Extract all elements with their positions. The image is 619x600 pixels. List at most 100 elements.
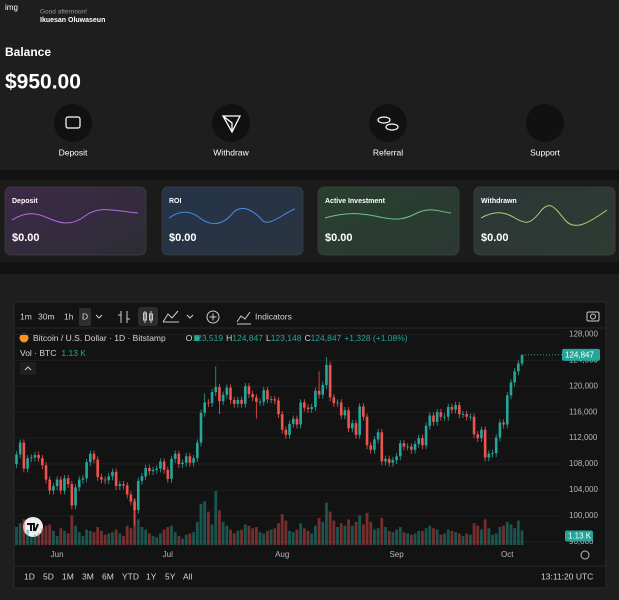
action-icon[interactable] bbox=[369, 104, 407, 142]
volume-bar bbox=[513, 528, 517, 545]
volume-bar bbox=[350, 525, 354, 545]
volume-bar bbox=[520, 530, 524, 545]
area-icon[interactable] bbox=[162, 310, 179, 323]
candle-body bbox=[428, 415, 432, 426]
bar-style-icon[interactable] bbox=[118, 311, 130, 323]
candle-body bbox=[406, 446, 409, 448]
volume-bar bbox=[232, 533, 236, 545]
interval[interactable]: 1m bbox=[20, 311, 32, 321]
settings-icon[interactable] bbox=[580, 550, 590, 560]
compare-icon bbox=[209, 313, 217, 321]
candle-body bbox=[144, 467, 147, 477]
range-button[interactable]: All bbox=[183, 571, 193, 581]
candle-body bbox=[314, 390, 317, 408]
candle-body bbox=[199, 412, 203, 443]
card-wave bbox=[168, 208, 296, 224]
candle-body bbox=[306, 407, 310, 409]
stat-card[interactable]: ROI $0.00 bbox=[161, 186, 304, 256]
greeting: Good afternoon! bbox=[40, 9, 87, 16]
volume-bar bbox=[288, 530, 291, 545]
volume-bar bbox=[384, 527, 387, 545]
volume-bar bbox=[151, 536, 155, 545]
volume-bar bbox=[380, 518, 384, 545]
action-withdraw[interactable]: Withdraw bbox=[212, 104, 250, 157]
volume-bar bbox=[325, 502, 328, 545]
range-button[interactable]: 5Y bbox=[165, 571, 176, 581]
interval[interactable]: 1h bbox=[64, 311, 74, 321]
action-label[interactable]: Referral bbox=[373, 147, 403, 157]
action-label[interactable]: Withdraw bbox=[213, 147, 249, 157]
candle-body bbox=[413, 443, 417, 450]
candle-body bbox=[70, 484, 74, 506]
candle-body bbox=[421, 438, 424, 446]
volume-bar bbox=[483, 519, 487, 545]
action-referral[interactable]: Referral bbox=[369, 104, 407, 157]
candle-body bbox=[284, 429, 288, 435]
interval-active[interactable] bbox=[79, 308, 91, 326]
stat-card[interactable]: Withdrawn $0.00 bbox=[473, 186, 616, 256]
candle-body bbox=[22, 442, 26, 469]
compare-icon[interactable] bbox=[206, 310, 220, 324]
snapshot-icon[interactable] bbox=[586, 311, 600, 322]
candle-body bbox=[196, 442, 199, 459]
range-button[interactable]: 3M bbox=[82, 571, 94, 581]
volume-bar bbox=[424, 528, 428, 545]
candle-body bbox=[188, 456, 192, 463]
card-wave bbox=[480, 205, 608, 226]
volume-bar bbox=[144, 529, 148, 545]
logo-mark bbox=[27, 523, 39, 532]
range-button[interactable]: 1M bbox=[62, 571, 74, 581]
candle-body bbox=[362, 406, 365, 417]
chevron[interactable] bbox=[95, 314, 103, 319]
volume-bar bbox=[332, 520, 336, 545]
ohlc-value: 123,148 bbox=[271, 333, 302, 343]
stat-card[interactable]: Deposit $0.00 bbox=[4, 186, 147, 256]
volume-bar bbox=[37, 533, 41, 545]
candle-body bbox=[151, 469, 155, 472]
candle-body bbox=[225, 387, 229, 395]
volume-bar bbox=[509, 524, 513, 545]
candle-body bbox=[243, 386, 247, 404]
candle-body bbox=[310, 407, 313, 409]
range-button[interactable]: YTD bbox=[122, 571, 139, 581]
candle-body bbox=[247, 386, 251, 395]
candle-body bbox=[214, 386, 218, 393]
action-label[interactable]: Support bbox=[530, 147, 560, 157]
action-label[interactable]: Deposit bbox=[59, 147, 88, 157]
indicators-icon[interactable] bbox=[236, 311, 251, 325]
range-button[interactable]: 1D bbox=[24, 571, 35, 581]
collapse-button[interactable] bbox=[20, 362, 36, 375]
volume-bar bbox=[236, 530, 240, 545]
action-deposit[interactable]: Deposit bbox=[54, 104, 92, 157]
range-button[interactable]: 5D bbox=[43, 571, 54, 581]
range-button[interactable]: 6M bbox=[102, 571, 114, 581]
action-support[interactable]: Support bbox=[526, 104, 564, 157]
y-tick-label: 104,000 bbox=[569, 485, 598, 494]
volume-bar bbox=[299, 523, 303, 545]
volume-bar bbox=[421, 530, 424, 545]
action-icon[interactable] bbox=[54, 104, 92, 142]
candle-style-active[interactable] bbox=[138, 307, 158, 326]
range-button[interactable]: 1Y bbox=[146, 571, 157, 581]
candle-body bbox=[443, 416, 446, 418]
interval[interactable]: D bbox=[82, 311, 88, 321]
candle-body bbox=[33, 454, 37, 458]
candle-body bbox=[458, 405, 461, 415]
stat-card[interactable]: Active Investment $0.00 bbox=[317, 186, 460, 256]
candle-body bbox=[29, 457, 33, 459]
chevron[interactable] bbox=[186, 314, 194, 319]
action-icon[interactable] bbox=[526, 104, 564, 142]
candle-body bbox=[384, 458, 387, 462]
candle-body bbox=[273, 399, 277, 401]
candle-body bbox=[343, 410, 347, 416]
interval[interactable]: 30m bbox=[38, 311, 55, 321]
indicators[interactable]: Indicators bbox=[255, 311, 292, 321]
last-price-label: 124,847 bbox=[565, 351, 594, 360]
candle-body bbox=[122, 484, 125, 486]
candle-body bbox=[140, 476, 144, 481]
divider bbox=[0, 262, 619, 274]
volume-bar bbox=[310, 533, 314, 545]
volume-bar bbox=[92, 532, 96, 545]
candle-body bbox=[52, 486, 55, 491]
candle-body bbox=[232, 399, 236, 404]
